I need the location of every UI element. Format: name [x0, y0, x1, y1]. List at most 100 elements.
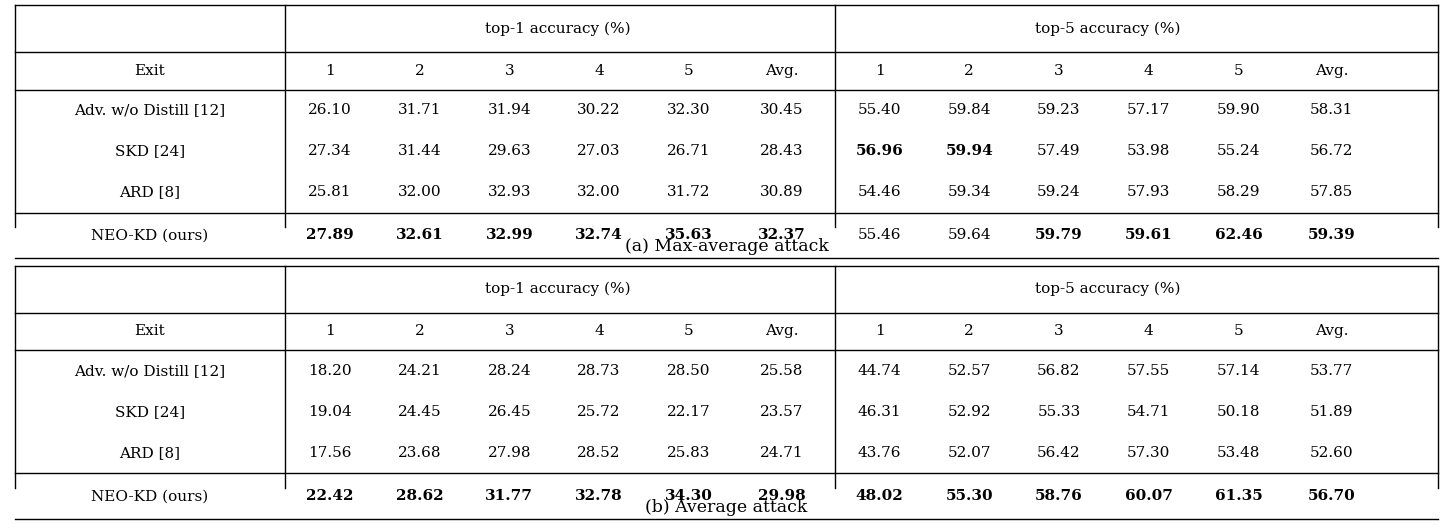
- Text: 3: 3: [504, 64, 514, 78]
- Text: 31.77: 31.77: [485, 489, 533, 503]
- Text: 29.98: 29.98: [758, 489, 806, 503]
- Text: 30.89: 30.89: [760, 185, 804, 199]
- Text: 52.07: 52.07: [947, 446, 991, 460]
- Text: 18.20: 18.20: [308, 364, 352, 378]
- Text: 46.31: 46.31: [857, 405, 901, 419]
- Text: 2: 2: [414, 64, 424, 78]
- Text: 57.93: 57.93: [1128, 185, 1170, 199]
- Text: SKD [24]: SKD [24]: [115, 405, 185, 419]
- Text: 22.42: 22.42: [307, 489, 353, 503]
- Text: 24.21: 24.21: [398, 364, 442, 378]
- Text: Avg.: Avg.: [766, 64, 799, 78]
- Text: 4: 4: [594, 64, 604, 78]
- Text: Exit: Exit: [135, 64, 166, 78]
- Text: 54.71: 54.71: [1128, 405, 1171, 419]
- Text: 57.14: 57.14: [1216, 364, 1260, 378]
- Text: 32.00: 32.00: [398, 185, 442, 199]
- Text: 4: 4: [594, 325, 604, 338]
- Text: 59.61: 59.61: [1125, 229, 1173, 243]
- Text: 58.76: 58.76: [1035, 489, 1082, 503]
- Text: 32.30: 32.30: [667, 103, 711, 117]
- Text: 56.70: 56.70: [1308, 489, 1356, 503]
- Text: 34.30: 34.30: [665, 489, 713, 503]
- Text: 1: 1: [875, 325, 885, 338]
- Text: 24.45: 24.45: [398, 405, 442, 419]
- Text: 57.17: 57.17: [1128, 103, 1170, 117]
- Text: 44.74: 44.74: [857, 364, 901, 378]
- Text: 58.29: 58.29: [1216, 185, 1260, 199]
- Text: Exit: Exit: [135, 325, 166, 338]
- Text: 59.90: 59.90: [1216, 103, 1260, 117]
- Text: 56.42: 56.42: [1037, 446, 1081, 460]
- Text: 3: 3: [1055, 64, 1064, 78]
- Text: 57.55: 57.55: [1128, 364, 1170, 378]
- Text: 55.30: 55.30: [946, 489, 992, 503]
- Text: 19.04: 19.04: [308, 405, 352, 419]
- Text: 32.93: 32.93: [488, 185, 532, 199]
- Text: 25.83: 25.83: [667, 446, 711, 460]
- Text: 59.23: 59.23: [1037, 103, 1081, 117]
- Text: 23.68: 23.68: [398, 446, 442, 460]
- Text: 5: 5: [684, 64, 693, 78]
- Text: 17.56: 17.56: [308, 446, 352, 460]
- Text: 32.78: 32.78: [575, 489, 623, 503]
- Text: 61.35: 61.35: [1215, 489, 1263, 503]
- Text: ARD [8]: ARD [8]: [119, 446, 180, 460]
- Text: 59.79: 59.79: [1035, 229, 1082, 243]
- Text: top-5 accuracy (%): top-5 accuracy (%): [1035, 21, 1180, 36]
- Text: 52.57: 52.57: [947, 364, 991, 378]
- Text: top-1 accuracy (%): top-1 accuracy (%): [485, 282, 631, 296]
- Text: 43.76: 43.76: [857, 446, 901, 460]
- Text: 55.40: 55.40: [857, 103, 901, 117]
- Text: 53.48: 53.48: [1216, 446, 1260, 460]
- Text: 52.60: 52.60: [1309, 446, 1354, 460]
- Text: 1: 1: [325, 64, 334, 78]
- Text: 27.89: 27.89: [307, 229, 355, 243]
- Text: 5: 5: [684, 325, 693, 338]
- Text: 35.63: 35.63: [665, 229, 712, 243]
- Text: 32.99: 32.99: [485, 229, 533, 243]
- Text: 27.34: 27.34: [308, 144, 352, 158]
- Text: 53.77: 53.77: [1311, 364, 1353, 378]
- Text: 22.17: 22.17: [667, 405, 711, 419]
- Text: top-5 accuracy (%): top-5 accuracy (%): [1035, 282, 1180, 296]
- Text: 25.72: 25.72: [577, 405, 620, 419]
- Text: 32.00: 32.00: [577, 185, 620, 199]
- Text: 28.62: 28.62: [395, 489, 443, 503]
- Text: 25.81: 25.81: [308, 185, 352, 199]
- Text: 30.45: 30.45: [760, 103, 804, 117]
- Text: 5: 5: [1234, 325, 1244, 338]
- Text: 2: 2: [965, 64, 974, 78]
- Text: 55.24: 55.24: [1216, 144, 1260, 158]
- Text: 59.34: 59.34: [947, 185, 991, 199]
- Text: 24.71: 24.71: [760, 446, 804, 460]
- Text: (b) Average attack: (b) Average attack: [645, 499, 808, 516]
- Text: Adv. w/o Distill [12]: Adv. w/o Distill [12]: [74, 364, 225, 378]
- Text: 3: 3: [504, 325, 514, 338]
- Text: 55.46: 55.46: [857, 229, 901, 243]
- Text: 26.10: 26.10: [308, 103, 352, 117]
- Text: 2: 2: [414, 325, 424, 338]
- Text: 56.82: 56.82: [1037, 364, 1081, 378]
- Text: SKD [24]: SKD [24]: [115, 144, 185, 158]
- Text: 51.89: 51.89: [1311, 405, 1353, 419]
- Text: 56.72: 56.72: [1311, 144, 1353, 158]
- Text: 32.37: 32.37: [758, 229, 806, 243]
- Text: 32.61: 32.61: [395, 229, 443, 243]
- Text: 55.33: 55.33: [1037, 405, 1081, 419]
- Text: 31.94: 31.94: [488, 103, 532, 117]
- Text: 31.71: 31.71: [398, 103, 442, 117]
- Text: 29.63: 29.63: [488, 144, 532, 158]
- Text: (a) Max-average attack: (a) Max-average attack: [625, 238, 828, 255]
- Text: 48.02: 48.02: [856, 489, 904, 503]
- Text: 5: 5: [1234, 64, 1244, 78]
- Text: 59.94: 59.94: [946, 144, 994, 158]
- Text: 1: 1: [325, 325, 334, 338]
- Text: Avg.: Avg.: [1315, 64, 1348, 78]
- Text: 56.96: 56.96: [856, 144, 904, 158]
- Text: 59.39: 59.39: [1308, 229, 1356, 243]
- Text: 28.52: 28.52: [577, 446, 620, 460]
- Text: 3: 3: [1055, 325, 1064, 338]
- Text: Avg.: Avg.: [1315, 325, 1348, 338]
- Text: 32.74: 32.74: [575, 229, 623, 243]
